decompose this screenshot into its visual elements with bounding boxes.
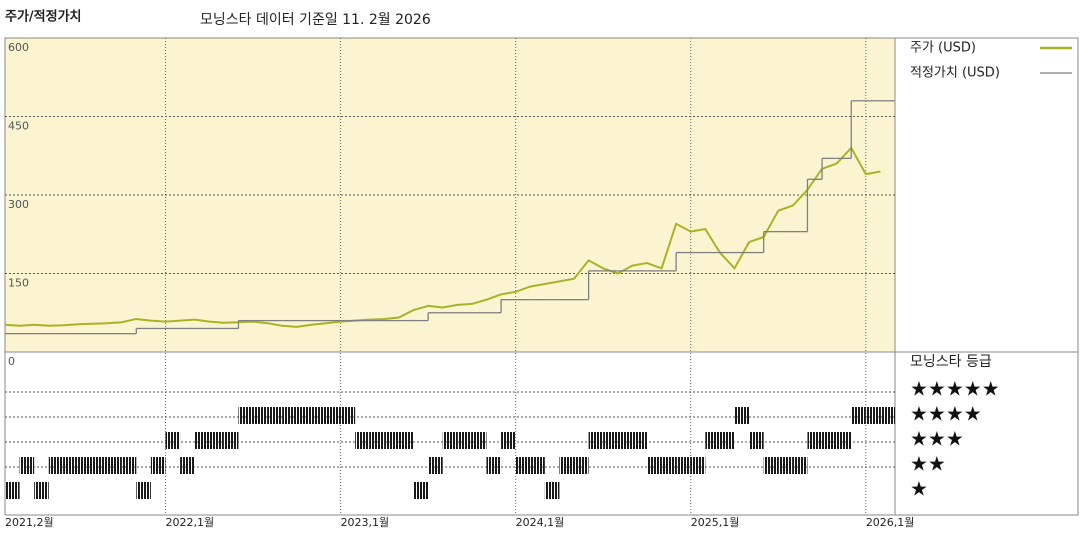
- rating-row-label: ★★: [910, 452, 946, 476]
- rating-bar: [661, 457, 677, 474]
- x-tick-label: 2022,1월: [165, 516, 214, 529]
- rating-bar: [325, 407, 341, 424]
- rating-row-label: ★★★: [910, 427, 964, 451]
- rating-bar: [238, 407, 254, 424]
- rating-bar: [355, 432, 370, 449]
- rating-bar: [705, 432, 720, 449]
- y-tick-label: 300: [8, 198, 29, 211]
- rating-row-label: ★★★★★: [910, 377, 1000, 401]
- rating-bar: [880, 407, 895, 424]
- rating-bar: [792, 457, 808, 474]
- x-tick-label: 2021,2월: [5, 516, 54, 529]
- rating-bar: [836, 432, 852, 449]
- rating-bar: [398, 432, 414, 449]
- rating-bar: [165, 432, 181, 449]
- rating-bar: [428, 457, 443, 474]
- y-tick-label: 0: [8, 355, 15, 368]
- rating-bar: [180, 457, 195, 474]
- rating-bar: [384, 432, 399, 449]
- rating-bar: [223, 432, 239, 449]
- rating-bar: [719, 432, 735, 449]
- chart-subtitle: 모닝스타 데이터 기준일 11. 2월 2026: [200, 12, 431, 28]
- x-tick-label: 2025,1월: [691, 516, 740, 529]
- rating-bar: [296, 407, 312, 424]
- rating-bar: [763, 457, 779, 474]
- y-tick-label: 150: [8, 277, 29, 290]
- rating-bar: [63, 457, 78, 474]
- rating-bar: [676, 457, 691, 474]
- rating-bar: [19, 457, 35, 474]
- rating-bar: [574, 457, 589, 474]
- rating-bar: [5, 482, 20, 499]
- rating-bar: [267, 407, 283, 424]
- x-tick-label: 2023,1월: [341, 516, 390, 529]
- rating-bar: [340, 407, 356, 424]
- rating-title: 모닝스타 등급: [910, 354, 992, 370]
- rating-bar: [77, 457, 93, 474]
- price-line: [4, 146, 881, 328]
- rating-bar: [544, 482, 560, 499]
- rating-bar: [92, 457, 108, 474]
- rating-row-label: ★★★★: [910, 402, 982, 426]
- rating-bar: [501, 432, 516, 449]
- x-tick-label: 2024,1월: [516, 516, 565, 529]
- rating-bar: [646, 457, 662, 474]
- rating-bar: [807, 432, 823, 449]
- rating-bar: [34, 482, 49, 499]
- rating-bar: [530, 457, 545, 474]
- rating-bar: [442, 432, 458, 449]
- chart-title: 주가/적정가치: [5, 9, 82, 25]
- rating-bar: [48, 457, 64, 474]
- y-tick-label: 600: [8, 41, 29, 54]
- legend-label: 적정가치 (USD): [910, 66, 1000, 81]
- rating-bar: [253, 407, 268, 424]
- rating-bar: [851, 407, 866, 424]
- rating-bar: [457, 432, 472, 449]
- rating-bar: [865, 407, 881, 424]
- rating-bar: [107, 457, 122, 474]
- frame: [4, 37, 1079, 516]
- rating-bar: [822, 432, 837, 449]
- rating-bar: [282, 407, 297, 424]
- legend-label: 주가 (USD): [910, 41, 976, 56]
- rating-bar: [471, 432, 487, 449]
- rating-bar: [559, 457, 575, 474]
- rating-bar: [588, 432, 604, 449]
- rating-bar: [369, 432, 385, 449]
- rating-bar: [603, 432, 618, 449]
- y-tick-label: 450: [8, 120, 29, 133]
- rating-bar: [486, 457, 502, 474]
- rating-bar: [734, 407, 750, 424]
- rating-bar: [194, 432, 210, 449]
- rating-bar: [136, 482, 151, 499]
- rating-bar: [749, 432, 764, 449]
- x-tick-label: 2026,1월: [866, 516, 915, 529]
- rating-bar: [632, 432, 647, 449]
- rating-bar: [778, 457, 793, 474]
- rating-bar: [311, 407, 326, 424]
- rating-row-label: ★: [910, 477, 928, 501]
- rating-bar: [515, 457, 531, 474]
- rating-bar: [150, 457, 166, 474]
- rating-bar: [209, 432, 224, 449]
- rating-bar: [413, 482, 429, 499]
- rating-bar: [617, 432, 633, 449]
- rating-bar: [121, 457, 137, 474]
- rating-bar: [690, 457, 706, 474]
